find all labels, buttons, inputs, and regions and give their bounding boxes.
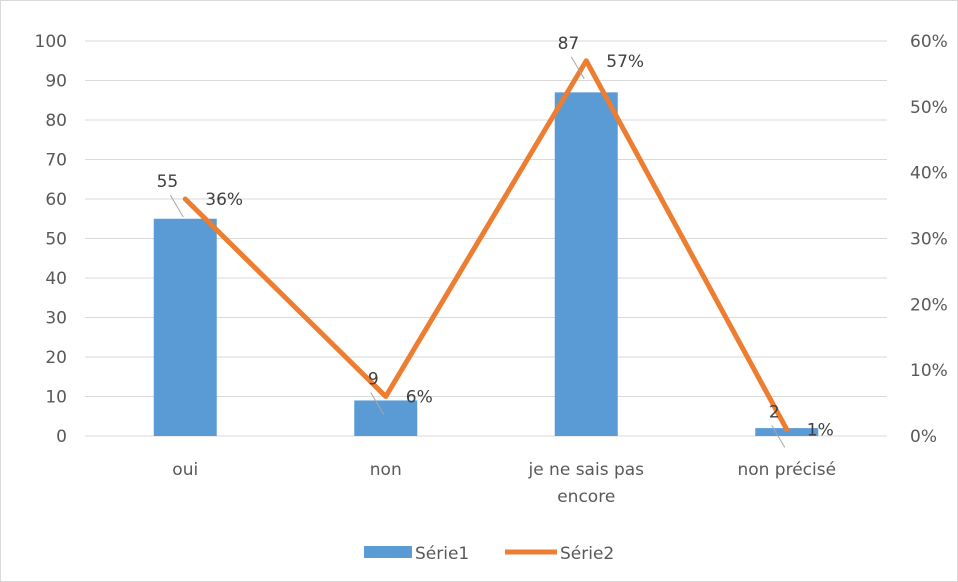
- bar-data-label: 9: [368, 370, 379, 390]
- gridlines: [85, 40, 887, 437]
- line-data-label: 57%: [606, 52, 644, 72]
- left-axis-tick-label: 80: [45, 111, 67, 131]
- left-axis-tick-label: 0: [56, 427, 67, 447]
- line-data-label: 36%: [205, 190, 243, 210]
- bar: [554, 92, 618, 436]
- left-axis-tick-label: 100: [35, 32, 67, 52]
- data-labels: 55 36% 9 6% 87 57% 2 1%: [157, 34, 834, 448]
- label-leader-line: [169, 194, 184, 218]
- bar-data-label: 87: [558, 34, 580, 54]
- left-axis-ticks: 0 10 20 30 40 50 60 70 80 90 100: [35, 32, 67, 447]
- category-label: non: [370, 460, 402, 480]
- bar: [153, 218, 217, 436]
- line-data-label: 6%: [406, 388, 433, 408]
- bar: [354, 400, 418, 436]
- label-leader-line: [570, 56, 585, 80]
- legend-swatch-bar: [364, 546, 412, 558]
- legend: Série1 Série2: [364, 544, 614, 564]
- legend-label-series1: Série1: [415, 544, 469, 564]
- left-axis-tick-label: 60: [45, 190, 67, 210]
- right-axis-tick-label: 20%: [910, 295, 948, 315]
- bar: [755, 428, 819, 436]
- series2-line: [182, 58, 790, 432]
- left-axis-tick-label: 70: [45, 151, 67, 171]
- category-label: oui: [172, 460, 198, 480]
- label-leader-line: [370, 392, 385, 415]
- category-label: encore: [557, 487, 615, 507]
- right-axis-tick-label: 50%: [910, 98, 948, 118]
- line-data-label: 1%: [807, 420, 834, 440]
- bar-data-label: 55: [157, 172, 179, 192]
- left-axis-tick-label: 30: [45, 309, 67, 329]
- right-axis-tick-label: 30%: [910, 230, 948, 250]
- right-axis-ticks: 0% 10% 20% 30% 40% 50% 60%: [910, 32, 948, 447]
- left-axis-tick-label: 20: [45, 348, 67, 368]
- series2-line-path: [182, 58, 790, 432]
- right-axis-tick-label: 60%: [910, 32, 948, 52]
- series1-bars: [153, 92, 819, 436]
- left-axis-tick-label: 90: [45, 72, 67, 92]
- left-axis-tick-label: 40: [45, 269, 67, 289]
- right-axis-tick-label: 40%: [910, 164, 948, 184]
- right-axis-tick-label: 0%: [910, 427, 937, 447]
- legend-label-series2: Série2: [560, 544, 614, 564]
- label-leader-line: [771, 425, 786, 448]
- left-axis-tick-label: 50: [45, 230, 67, 250]
- right-axis-tick-label: 10%: [910, 361, 948, 381]
- left-axis-tick-label: 10: [45, 388, 67, 408]
- category-labels: oui non je ne sais pas encore non précisé: [172, 460, 836, 507]
- bar-data-label: 2: [769, 402, 780, 422]
- category-label: non précisé: [737, 460, 836, 480]
- category-label: je ne sais pas: [527, 460, 644, 480]
